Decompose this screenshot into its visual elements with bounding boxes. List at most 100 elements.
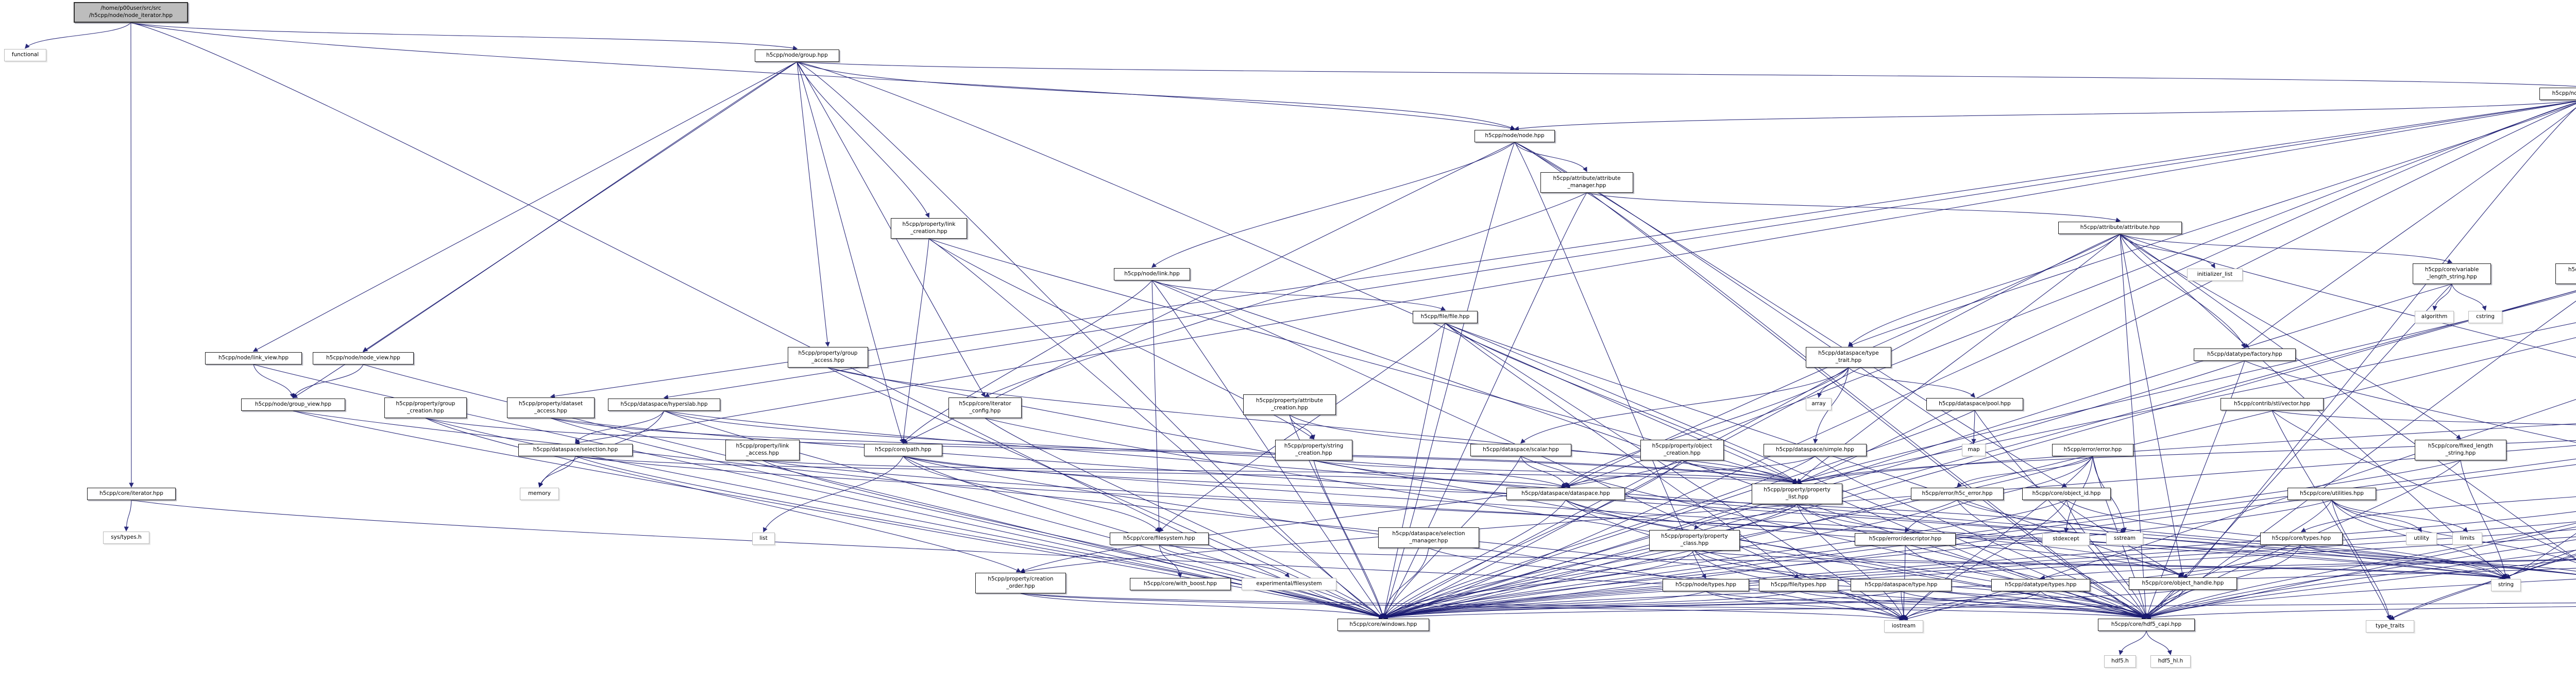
edge-dataset-to-windows bbox=[1382, 102, 2576, 620]
edge-path-to-list bbox=[763, 456, 904, 533]
graph-node-with_boost[interactable]: h5cpp/core/with_boost.hpp bbox=[1130, 578, 1231, 590]
graph-node-h5c_error[interactable]: h5cpp/error/h5c_error.hpp bbox=[1911, 488, 2004, 500]
graph-node-map: map bbox=[1962, 444, 1986, 456]
graph-node-hdf5_capi[interactable]: h5cpp/core/hdf5_capi.hpp bbox=[2098, 619, 2195, 631]
graph-node-filesystem[interactable]: h5cpp/core/filesystem.hpp bbox=[1110, 533, 1209, 545]
edge-group_access-to-windows bbox=[827, 367, 1384, 619]
graph-node-utility: utility bbox=[2406, 533, 2437, 545]
graph-node-object_handle[interactable]: h5cpp/core/object_handle.hpp bbox=[2129, 577, 2237, 590]
edge-core_types-to-iostream bbox=[1903, 544, 2302, 620]
graph-node-iterator_config[interactable]: h5cpp/core/iterator _config.hpp bbox=[948, 397, 1022, 418]
edge-dataset_transfer-to-property_list bbox=[1796, 291, 2576, 484]
edge-dt_compound-to-hdf5_capi bbox=[2145, 559, 2576, 619]
edge-path-to-string bbox=[903, 456, 2507, 580]
graph-node-link[interactable]: h5cpp/node/link.hpp bbox=[1114, 268, 1190, 280]
edge-file-to-hdf5_capi bbox=[1445, 323, 2147, 619]
graph-node-ds_type_trait[interactable]: h5cpp/dataspace/type _trait.hpp bbox=[1806, 347, 1891, 368]
edge-root-to-node bbox=[130, 22, 1516, 131]
graph-node-dataset_access[interactable]: h5cpp/property/dataset _access.hpp bbox=[507, 397, 595, 418]
graph-node-group_creation[interactable]: h5cpp/property/group _creation.hpp bbox=[384, 397, 467, 418]
edge-node_view-to-group_view bbox=[293, 364, 364, 399]
edge-root-to-functional bbox=[25, 22, 131, 49]
edge-dt_string-to-windows bbox=[1382, 529, 2576, 620]
edge-filter-to-hdf5_capi bbox=[2145, 526, 2576, 620]
graph-node-error[interactable]: h5cpp/error/error.hpp bbox=[2052, 444, 2133, 456]
graph-node-group_view[interactable]: h5cpp/node/group_view.hpp bbox=[241, 399, 345, 411]
graph-node-ds_type[interactable]: h5cpp/dataspace/type.hpp bbox=[1851, 579, 1952, 591]
edge-node_types-to-hdf5_capi bbox=[1705, 591, 2147, 619]
edge-dataset_creation-to-windows bbox=[1382, 458, 2576, 620]
graph-node-selection[interactable]: h5cpp/dataspace/selection.hpp bbox=[518, 444, 633, 456]
graph-node-link_view[interactable]: h5cpp/node/link_view.hpp bbox=[205, 352, 302, 364]
edge-attribute-to-windows bbox=[1382, 234, 2121, 619]
graph-node-link_creation[interactable]: h5cpp/property/link _creation.hpp bbox=[891, 218, 967, 239]
graph-node-file[interactable]: h5cpp/file/file.hpp bbox=[1413, 311, 1478, 323]
graph-node-stl_vector[interactable]: h5cpp/contrib/stl/vector.hpp bbox=[2221, 398, 2324, 410]
edge-vls-to-windows bbox=[1382, 284, 2452, 619]
graph-node-list: list bbox=[752, 533, 775, 545]
edge-object_creation-to-windows bbox=[1383, 460, 1683, 619]
edge-dt_types-to-windows bbox=[1382, 591, 2041, 620]
edge-file-to-property_list bbox=[1445, 323, 1798, 484]
graph-node-node_types[interactable]: h5cpp/node/types.hpp bbox=[1663, 579, 1749, 591]
edge-link_view-to-group_view bbox=[253, 364, 295, 399]
graph-node-attribute_creation[interactable]: h5cpp/property/attribute _creation.hpp bbox=[1243, 394, 1336, 415]
edge-dt_types-to-hdf5_capi bbox=[2040, 591, 2147, 619]
graph-node-dataset_transfer[interactable]: h5cpp/property/dataset _transfer.hpp bbox=[2555, 263, 2576, 284]
edge-link-to-windows bbox=[1151, 280, 1384, 619]
graph-node-file_types[interactable]: h5cpp/file/types.hpp bbox=[1759, 579, 1838, 591]
graph-node-group[interactable]: h5cpp/node/group.hpp bbox=[755, 49, 839, 62]
graph-node-utilities[interactable]: h5cpp/core/utilities.hpp bbox=[2287, 488, 2376, 500]
graph-node-vls[interactable]: h5cpp/core/variable _length_string.hpp bbox=[2413, 263, 2491, 284]
edge-ds_type-to-hdf5_capi bbox=[1901, 591, 2147, 619]
edge-vls-to-algorithm bbox=[2432, 284, 2452, 311]
graph-node-object_creation[interactable]: h5cpp/property/object _creation.hpp bbox=[1640, 440, 1724, 460]
graph-node-dt_factory[interactable]: h5cpp/datatype/factory.hpp bbox=[2194, 349, 2296, 361]
graph-node-scalar[interactable]: h5cpp/dataspace/scalar.hpp bbox=[1470, 444, 1571, 456]
edge-ds_type_trait-to-pool bbox=[1848, 367, 1975, 398]
edge-link-to-file bbox=[1151, 280, 1446, 311]
edge-utilities-to-type_traits bbox=[2331, 500, 2392, 620]
edge-attribute-to-fls bbox=[2120, 234, 2462, 440]
graph-node-dataspace[interactable]: h5cpp/dataspace/dataspace.hpp bbox=[1506, 488, 1625, 500]
graph-node-hyperslab[interactable]: h5cpp/dataspace/hyperslab.hpp bbox=[608, 399, 720, 411]
graph-node-dataset[interactable]: h5cpp/node/dataset.hpp bbox=[2539, 88, 2576, 100]
graph-node-property_list[interactable]: h5cpp/property/property _list.hpp bbox=[1752, 484, 1842, 504]
edge-filter_types-to-hdf5_capi bbox=[2145, 606, 2576, 620]
edge-property_class-to-windows bbox=[1382, 550, 1695, 619]
graph-node-fls[interactable]: h5cpp/core/fixed_length _string.hpp bbox=[2415, 440, 2506, 460]
graph-node-node[interactable]: h5cpp/node/node.hpp bbox=[1475, 130, 1555, 142]
graph-node-simple[interactable]: h5cpp/dataspace/simple.hpp bbox=[1764, 444, 1867, 456]
graph-node-descriptor[interactable]: h5cpp/error/descriptor.hpp bbox=[1855, 533, 1956, 545]
edge-dataspace-to-iostream bbox=[1565, 500, 1905, 620]
edge-node_view-to-windows bbox=[363, 364, 1384, 619]
graph-node-iterator[interactable]: h5cpp/core/iterator.hpp bbox=[87, 488, 176, 500]
edge-error-to-h5c_error bbox=[1957, 456, 2093, 488]
graph-node-exp_filesystem: experimental/filesystem bbox=[1242, 578, 1336, 590]
graph-node-attr_manager[interactable]: h5cpp/attribute/attribute _manager.hpp bbox=[1540, 172, 1633, 193]
graph-node-group_access[interactable]: h5cpp/property/group _access.hpp bbox=[788, 347, 868, 368]
graph-node-node_view[interactable]: h5cpp/node/node_view.hpp bbox=[313, 352, 414, 364]
edge-stl_vector-to-type_traits bbox=[2272, 410, 2391, 620]
graph-node-pool[interactable]: h5cpp/dataspace/pool.hpp bbox=[1926, 398, 2023, 410]
graph-node-object_id[interactable]: h5cpp/core/object_id.hpp bbox=[2022, 488, 2111, 500]
graph-node-property_class[interactable]: h5cpp/property/property _class.hpp bbox=[1649, 530, 1740, 551]
graph-node-dt_types[interactable]: h5cpp/datatype/types.hpp bbox=[1991, 579, 2090, 591]
graph-node-cstring: cstring bbox=[2468, 311, 2502, 323]
graph-node-path[interactable]: h5cpp/core/path.hpp bbox=[864, 444, 942, 456]
graph-node-creation_order[interactable]: h5cpp/property/creation _order.hpp bbox=[975, 573, 1066, 593]
edge-string_creation-to-property_list bbox=[1313, 460, 1798, 485]
graph-node-string_creation[interactable]: h5cpp/property/string _creation.hpp bbox=[1275, 440, 1352, 460]
edge-node-to-link bbox=[1151, 142, 1515, 268]
edge-selection-to-dataspace bbox=[575, 456, 1567, 489]
graph-node-core_types[interactable]: h5cpp/core/types.hpp bbox=[2260, 533, 2343, 545]
edge-h5c_error-to-string bbox=[1957, 500, 2507, 579]
graph-node-attribute[interactable]: h5cpp/attribute/attribute.hpp bbox=[2058, 222, 2182, 234]
edge-pool-to-windows bbox=[1382, 410, 1975, 619]
edge-core_types-to-vector bbox=[2301, 544, 2576, 572]
graph-node-windows[interactable]: h5cpp/core/windows.hpp bbox=[1337, 619, 1429, 631]
graph-node-selection_manager[interactable]: h5cpp/dataspace/selection _manager.hpp bbox=[1378, 527, 1479, 548]
graph-node-link_access[interactable]: h5cpp/property/link _access.hpp bbox=[725, 440, 800, 460]
edge-file-to-windows bbox=[1382, 323, 1446, 619]
edge-string_creation-to-windows bbox=[1313, 460, 1385, 619]
